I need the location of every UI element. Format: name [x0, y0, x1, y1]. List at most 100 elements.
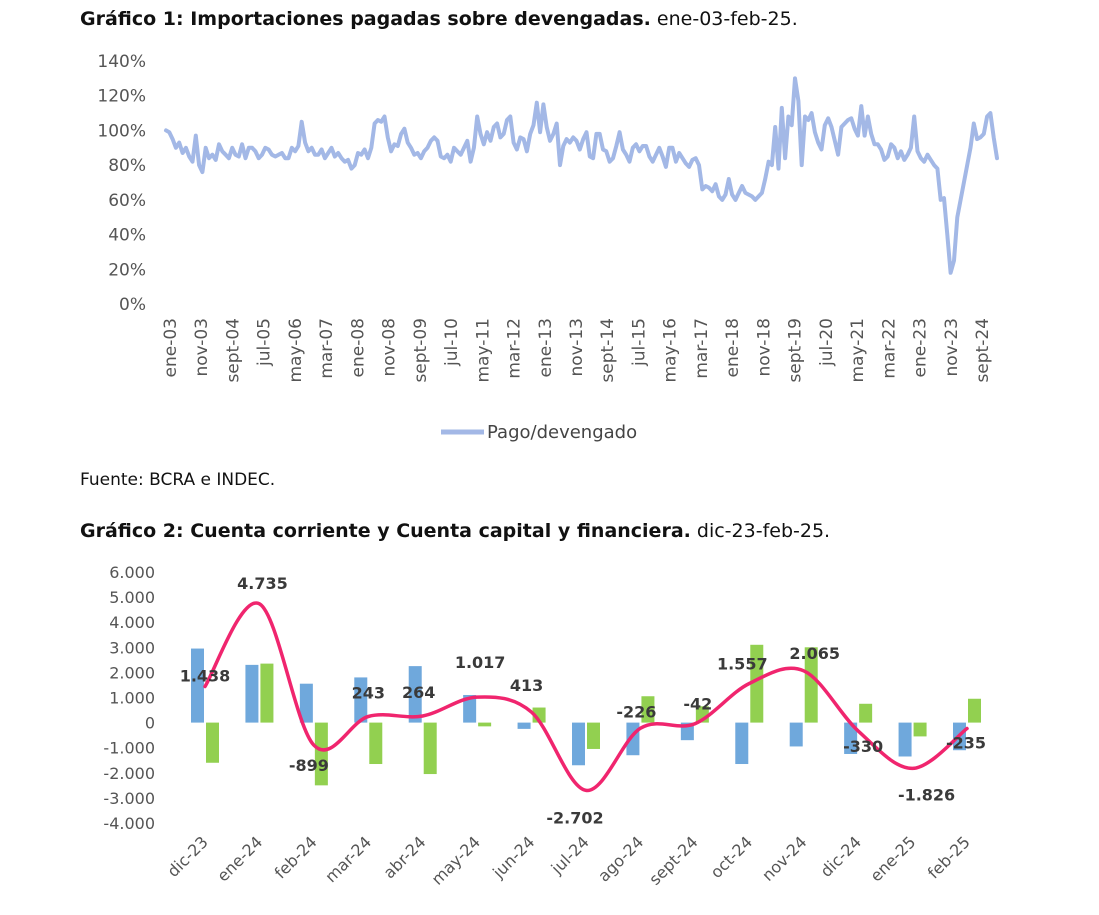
chart1-x-tick: sept-24 [973, 318, 993, 383]
chart2-x-tick: mar-24 [321, 832, 375, 886]
chart1-series-line [164, 76, 999, 275]
chart2-bar [804, 647, 818, 723]
chart1-y-tick: 0% [119, 295, 146, 315]
chart1-x-tick: mar-12 [505, 318, 525, 379]
chart2-x-tick: feb-24 [271, 832, 321, 882]
chart2-bar [463, 694, 477, 723]
chart2-y-tick: 0 [145, 714, 155, 733]
chart1-y-tick: 100% [97, 121, 146, 141]
chart1-x-tick: jul-10 [442, 318, 462, 367]
chart2-bar [206, 722, 219, 763]
chart1-legend-label: Pago/devengado [487, 422, 637, 443]
chart1-x-tick: jul-05 [255, 318, 275, 367]
chart2-x-tick: nov-24 [758, 832, 810, 884]
chart1-x-tick: ene-23 [911, 318, 931, 377]
chart2-data-label: 4.735 [237, 574, 288, 593]
chart1-x-tick: sept-14 [598, 318, 618, 383]
chart2-y-tick: -1.000 [103, 739, 155, 758]
chart1-y-tick: 60% [108, 191, 146, 211]
chart1-x-tick: mar-22 [879, 318, 899, 379]
chart1-x-tick: sept-19 [786, 318, 806, 383]
chart1-x-tick: may-16 [661, 318, 681, 383]
chart1-x-tick: ene-03 [161, 318, 181, 377]
chart1-x-tick: nov-03 [192, 318, 212, 377]
chart2-bar [314, 722, 328, 786]
chart2-series-line [203, 601, 969, 793]
chart2-y-tick: -2.000 [103, 764, 155, 783]
chart2-x-tick: may-24 [428, 832, 484, 888]
chart2-data-label: -235 [946, 733, 986, 752]
chart2-data-label: 1.438 [180, 667, 231, 686]
chart2-data-label: -1.826 [898, 785, 955, 804]
chart2-data-label: 1.017 [455, 653, 506, 672]
chart2-y-tick: 3.000 [109, 638, 155, 657]
chart2-bar [572, 722, 585, 766]
chart2-bar [859, 703, 873, 723]
chart2-x-tick: dic-23 [163, 832, 211, 880]
chart2-x-tick: sept-24 [645, 832, 701, 888]
chart2-bar [517, 722, 531, 729]
chart1-x-tick: may-21 [848, 318, 868, 383]
chart1-y-tick: 140% [97, 52, 146, 72]
chart2-bar [369, 722, 383, 765]
chart1-x-tick: nov-23 [942, 318, 962, 377]
chart2-y-tick: 1.000 [109, 689, 155, 708]
chart2-y-tick: 5.000 [109, 588, 155, 607]
chart1-x-tick: nov-08 [380, 318, 400, 377]
chart2-x-tick: ago-24 [594, 832, 647, 885]
chart2-data-label: -330 [843, 737, 883, 756]
chart2-data-label: -226 [616, 702, 656, 721]
chart2-bar [641, 696, 655, 723]
chart2-y-tick: -3.000 [103, 789, 155, 808]
chart2-bar [260, 663, 274, 723]
chart2-x-tick: ene-25 [866, 832, 919, 885]
chart2-bar [354, 677, 368, 723]
chart1-x-tick: ene-13 [536, 318, 556, 377]
chart2-bar [478, 722, 492, 727]
chart2-x-tick: jun-24 [488, 832, 538, 882]
chart2-data-label: 413 [510, 676, 543, 695]
chart2-bar [587, 722, 600, 749]
chart1-y-tick: 20% [108, 260, 146, 280]
chart2-x-tick: ene-24 [213, 832, 266, 885]
chart1-x-tick: jul-15 [629, 318, 649, 367]
chart2-bar [245, 664, 259, 723]
chart1-x-tick: may-11 [473, 318, 493, 383]
chart2-bar [913, 722, 927, 737]
chart2-x-tick: jul-24 [547, 832, 593, 878]
chart2-bar [191, 648, 204, 723]
chart1-x-tick: sept-09 [411, 318, 431, 383]
chart1-x-tick: ene-08 [348, 318, 368, 377]
chart1-svg: 140% 120% 100% 80% 60% 40% 20% 0% ene-03 nov-03 se… [97, 52, 999, 443]
chart1-x-tick: sept-04 [223, 318, 243, 383]
chart1-y-tick: 80% [108, 156, 146, 176]
chart2-y-tick: 4.000 [109, 613, 155, 632]
chart1-x-tick: mar-17 [692, 318, 712, 379]
chart2-x-tick: oct-24 [707, 832, 756, 881]
chart2-y-tick: 2.000 [109, 663, 155, 682]
chart2-bar [968, 698, 981, 723]
chart2-bar [750, 644, 764, 723]
chart1-x-tick: may-06 [286, 318, 306, 383]
chart2-bar [408, 666, 422, 723]
chart2-x-tick: abr-24 [380, 832, 430, 882]
chart1-x-tick: mar-07 [317, 318, 337, 379]
chart2-bar [844, 722, 858, 754]
chart1-x-tick: jul-20 [817, 318, 837, 367]
chart1-x-tick: nov-13 [567, 318, 587, 377]
chart2-data-label: -2.702 [546, 808, 603, 827]
chart2-data-label: 2.065 [789, 644, 840, 663]
chart2-data-label: -42 [683, 695, 712, 714]
chart2-x-tick: dic-24 [817, 832, 865, 880]
chart1-y-tick: 40% [108, 226, 146, 246]
chart2-bar [735, 722, 749, 765]
chart2-title: Gráfico 2: Cuenta corriente y Cuenta cap… [80, 520, 831, 542]
chart1-x-tick: ene-18 [723, 318, 743, 377]
chart2-bar [299, 683, 313, 723]
chart2-y-tick: -4.000 [103, 814, 155, 833]
chart2-bar [898, 722, 912, 757]
chart2-y-tick: 6.000 [109, 563, 155, 582]
chart2-x-tick: feb-25 [924, 832, 974, 882]
chart2-data-label: 243 [352, 684, 385, 703]
